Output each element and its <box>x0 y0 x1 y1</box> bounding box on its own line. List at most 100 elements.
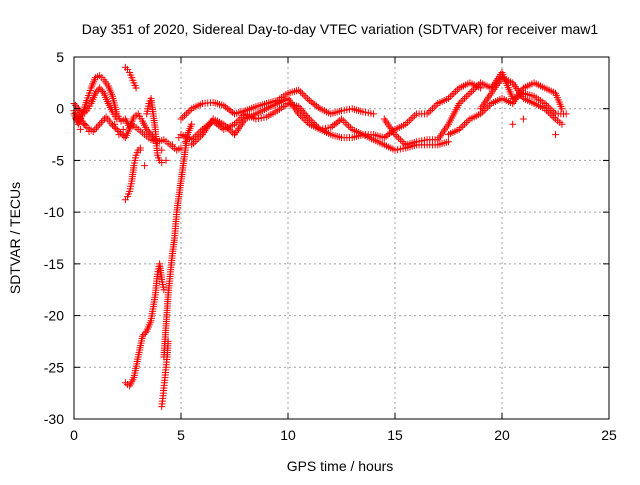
data-point <box>462 119 470 127</box>
data-point <box>164 337 172 345</box>
data-point <box>115 131 123 139</box>
data-point <box>459 122 467 130</box>
data-point <box>99 87 107 95</box>
data-point <box>158 158 166 166</box>
data-point <box>91 89 99 97</box>
data-point <box>427 106 435 114</box>
data-point <box>384 131 392 139</box>
data-point <box>141 162 149 170</box>
x-tick-label: 10 <box>280 427 296 443</box>
data-point <box>339 117 347 125</box>
data-point <box>144 127 152 135</box>
data-point <box>73 103 81 111</box>
data-point <box>301 110 309 118</box>
data-point <box>188 120 196 128</box>
data-point <box>455 125 463 133</box>
data-points <box>70 63 570 411</box>
y-tick-label: -5 <box>52 152 65 168</box>
data-point <box>343 120 351 128</box>
data-point <box>71 101 79 109</box>
data-point <box>548 112 556 120</box>
data-point <box>423 110 431 118</box>
data-point <box>558 120 566 128</box>
data-point <box>402 120 410 128</box>
data-point <box>299 108 307 116</box>
data-point <box>188 141 196 149</box>
data-point <box>552 131 559 139</box>
data-point <box>99 117 107 125</box>
data-point <box>327 123 335 131</box>
data-point <box>158 146 166 154</box>
data-point <box>76 106 84 114</box>
data-point <box>220 120 228 128</box>
data-point <box>370 110 378 118</box>
data-point <box>445 138 452 146</box>
data-point <box>220 102 228 110</box>
data-point <box>94 122 102 130</box>
data-point <box>117 129 125 137</box>
data-point <box>216 123 224 131</box>
data-point <box>138 332 146 340</box>
data-point <box>395 134 403 142</box>
data-point <box>184 108 192 116</box>
data-point <box>149 136 157 144</box>
data-point <box>407 115 415 123</box>
y-tick-label: -20 <box>44 308 64 324</box>
data-point <box>231 120 238 128</box>
data-point <box>464 91 472 99</box>
data-point <box>346 124 354 132</box>
data-point <box>455 100 463 108</box>
data-point <box>469 86 477 94</box>
data-point <box>298 113 306 121</box>
data-point <box>296 112 304 120</box>
data-point <box>471 84 479 92</box>
data-point <box>96 84 104 92</box>
data-point <box>222 103 230 111</box>
data-point <box>541 105 549 113</box>
data-point <box>181 112 189 120</box>
data-point <box>229 109 237 117</box>
data-point <box>330 121 338 129</box>
data-point <box>160 286 168 294</box>
data-point <box>461 120 469 128</box>
data-point <box>334 118 342 126</box>
x-tick-label: 25 <box>601 427 617 443</box>
axis-ticks: 0 5 10 15 20 25 5 0 -5 -10 -15 -20 -25 -30 <box>44 49 617 443</box>
data-point <box>452 87 460 95</box>
data-point <box>382 132 390 140</box>
x-axis-label: GPS time / hours <box>287 458 394 474</box>
data-point <box>141 329 149 337</box>
data-point <box>223 124 231 132</box>
data-point <box>295 86 303 94</box>
data-point <box>302 117 310 125</box>
y-tick-label: 5 <box>56 49 64 65</box>
data-point <box>313 102 321 110</box>
data-point <box>302 93 310 101</box>
data-point <box>97 118 105 126</box>
data-point <box>446 93 454 101</box>
data-point <box>450 89 458 97</box>
data-point <box>409 113 417 121</box>
data-point <box>480 106 488 114</box>
data-point <box>411 112 419 120</box>
x-tick-label: 5 <box>177 427 185 443</box>
data-point <box>181 138 189 146</box>
data-point <box>304 95 312 103</box>
data-point <box>168 141 176 149</box>
data-point <box>143 125 151 133</box>
data-point <box>111 120 119 128</box>
data-point <box>466 89 474 97</box>
data-point <box>345 122 353 130</box>
data-point <box>430 103 438 111</box>
data-point <box>558 105 566 113</box>
data-point <box>232 119 240 127</box>
data-point <box>544 108 552 116</box>
y-tick-label: -30 <box>44 411 64 427</box>
data-point <box>223 104 231 112</box>
data-point <box>459 96 467 104</box>
data-point <box>298 90 306 98</box>
data-point <box>162 156 170 164</box>
data-point <box>393 132 401 140</box>
data-point <box>136 146 144 154</box>
